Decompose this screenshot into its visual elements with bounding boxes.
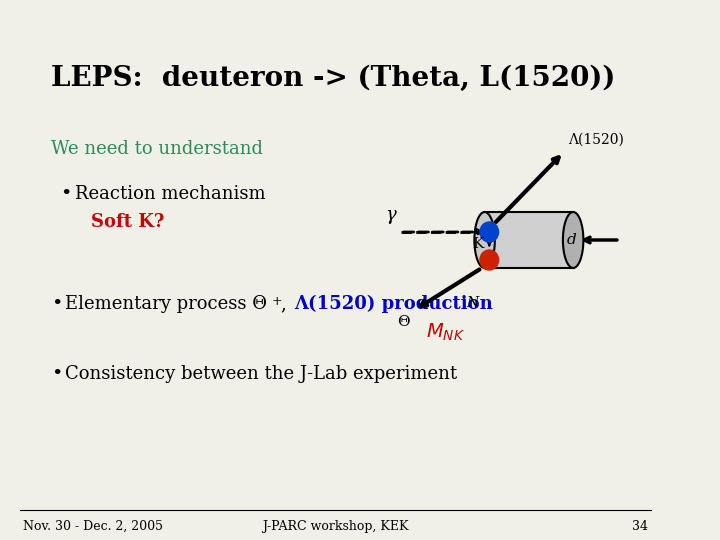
Text: Soft K?: Soft K? — [91, 213, 165, 231]
Text: ,: , — [282, 295, 293, 313]
Circle shape — [480, 222, 498, 242]
Ellipse shape — [563, 212, 583, 268]
Text: γ: γ — [385, 206, 396, 224]
Text: N: N — [466, 296, 478, 310]
Ellipse shape — [474, 212, 495, 268]
Text: Θ: Θ — [397, 315, 410, 329]
Text: •: • — [51, 365, 63, 383]
Text: J-PARC workshop, KEK: J-PARC workshop, KEK — [262, 520, 409, 533]
Text: K: K — [472, 237, 484, 251]
Text: Consistency between the J-Lab experiment: Consistency between the J-Lab experiment — [66, 365, 457, 383]
Text: Nov. 30 - Dec. 2, 2005: Nov. 30 - Dec. 2, 2005 — [23, 520, 163, 533]
Text: •: • — [60, 185, 72, 203]
Text: •: • — [51, 295, 63, 313]
Text: LEPS:  deuteron -> (Theta, L(1520)): LEPS: deuteron -> (Theta, L(1520)) — [51, 65, 616, 92]
Text: Reaction mechanism: Reaction mechanism — [75, 185, 265, 203]
Text: Λ(1520): Λ(1520) — [569, 133, 624, 147]
Text: 34: 34 — [631, 520, 648, 533]
Text: d: d — [567, 233, 576, 247]
Text: $M_{NK}$: $M_{NK}$ — [426, 322, 465, 343]
Polygon shape — [485, 212, 573, 268]
Circle shape — [480, 250, 498, 270]
Text: Elementary process Θ: Elementary process Θ — [66, 295, 267, 313]
Text: +: + — [271, 295, 282, 308]
Text: We need to understand: We need to understand — [51, 140, 264, 158]
Text: Λ(1520) production: Λ(1520) production — [294, 295, 493, 313]
